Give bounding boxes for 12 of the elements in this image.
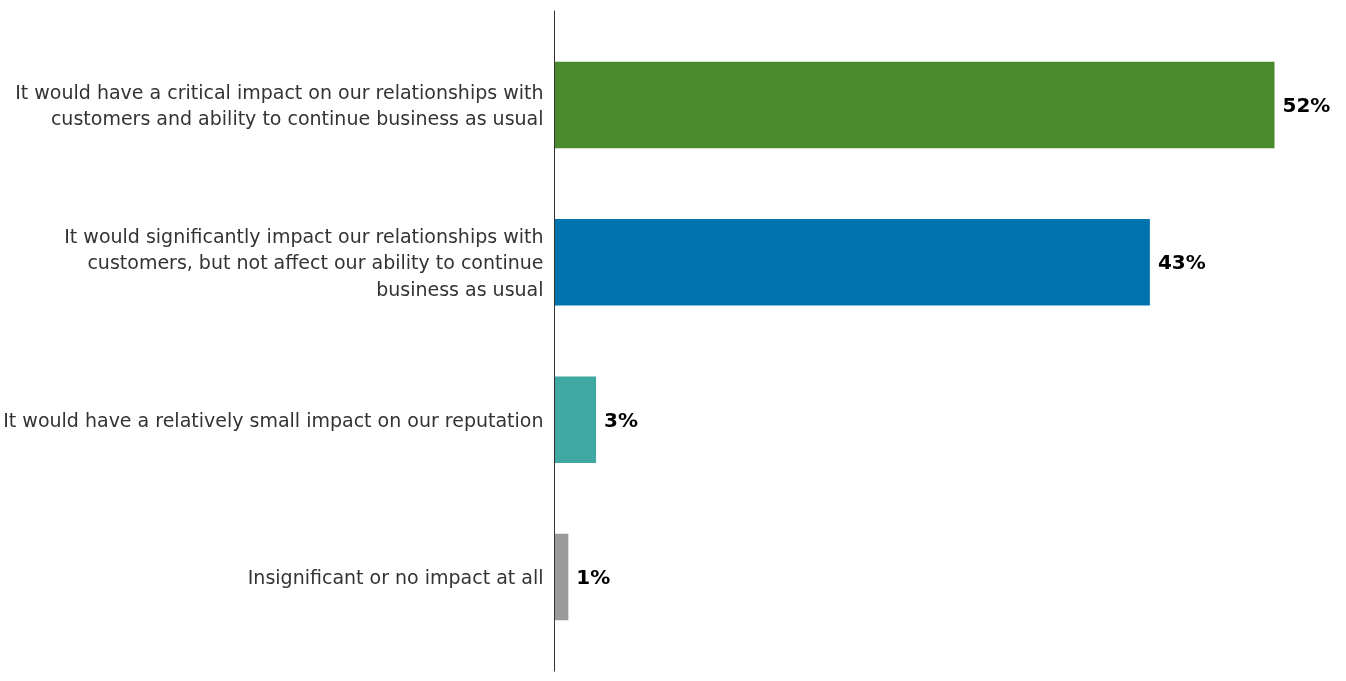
bar (554, 376, 597, 463)
bar (554, 533, 569, 621)
y-tick-label: Insignificant or no impact at all (247, 566, 544, 589)
y-tick-label: It would have a critical impact on our relationships with customers and ability to continue business as usual (15, 80, 544, 130)
data-label: 1% (576, 565, 611, 590)
bar (554, 219, 1150, 306)
data-label: 3% (604, 407, 639, 432)
bar (554, 61, 1275, 149)
data-label: 43% (1157, 250, 1206, 275)
y-tick-label: It would have a relatively small impact on our reputation (3, 408, 544, 431)
y-tick-label: It would significantly impact our relationships with customers, but not affect our ability to continue business as usual (64, 224, 544, 300)
data-label: 52% (1282, 92, 1331, 117)
